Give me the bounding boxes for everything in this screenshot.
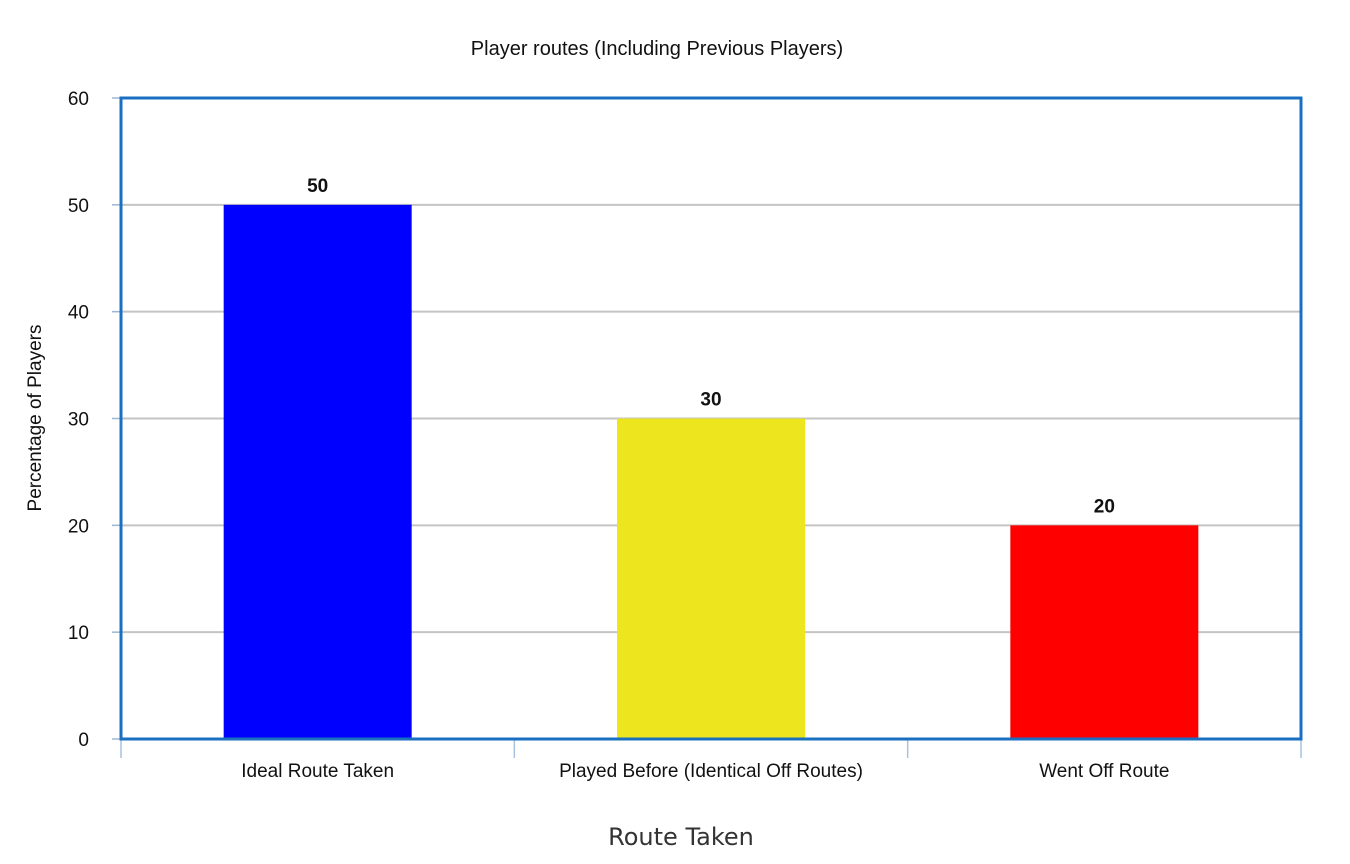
y-axis: 0 10 20 30 40 50 60 [68, 89, 121, 751]
y-tick-label: 40 [68, 303, 89, 324]
bar [223, 204, 412, 740]
y-tick-label: 10 [68, 623, 89, 644]
bar [1010, 525, 1199, 739]
data-label: 30 [700, 390, 721, 411]
y-tick-label: 30 [68, 410, 89, 431]
x-tick-label: Played Before (Identical Off Routes) [559, 761, 863, 782]
y-axis-title: Percentage of Players [25, 325, 46, 512]
x-axis-title: Route Taken [608, 823, 754, 851]
y-tick-label: 50 [68, 196, 89, 217]
x-tick-label: Ideal Route Taken [241, 761, 394, 782]
bar [617, 418, 805, 739]
data-labels: 50 30 20 [307, 176, 1115, 517]
y-tick-label: 20 [68, 516, 89, 537]
x-axis: Ideal Route Taken Played Before (Identica… [120, 739, 1302, 782]
chart-title: Player routes (Including Previous Player… [471, 38, 843, 60]
y-tick-label: 0 [78, 730, 89, 751]
plot-frame [119, 96, 1303, 741]
x-tick-label: Went Off Route [1039, 761, 1169, 782]
bars [223, 204, 1199, 740]
data-label: 50 [307, 176, 328, 197]
data-label: 20 [1094, 496, 1115, 517]
y-tick-label: 60 [68, 89, 89, 110]
